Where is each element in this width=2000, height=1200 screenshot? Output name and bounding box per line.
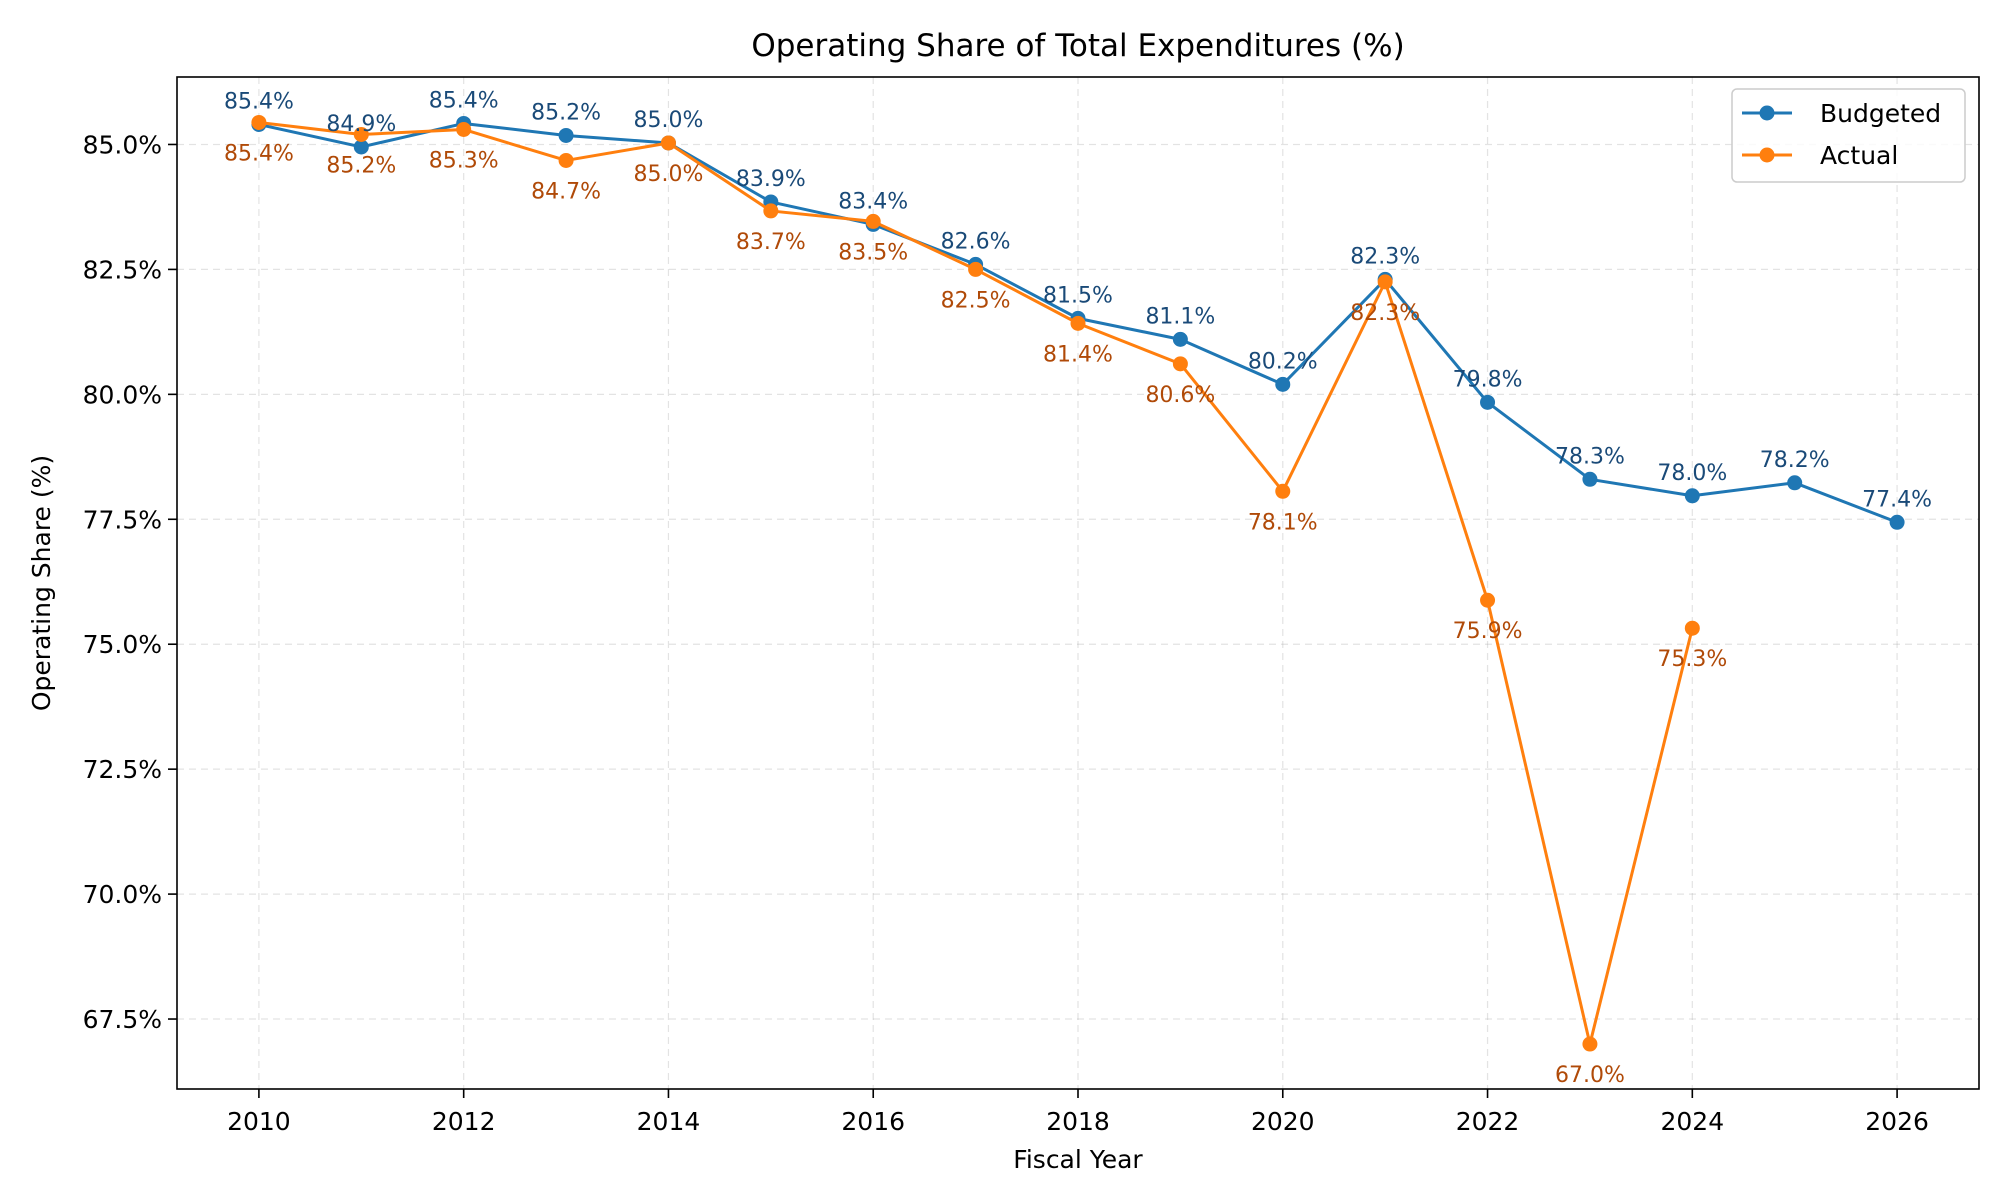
budgeted-data-label: 85.4% [224,89,294,114]
axis-ticks: 2010 2012 2014 2016 2018 2020 2022 2024 2026 67.5… [83,130,1929,1136]
actual-data-label: 83.5% [838,240,908,265]
actual-data-label: 82.5% [941,288,1011,313]
chart-title: Operating Share of Total Expenditures (%… [751,28,1404,64]
y-tick-label: 85.0% [83,130,162,159]
budgeted-data-label: 84.9% [326,112,396,137]
actual-point [558,152,574,168]
actual-point [456,121,472,137]
actual-point [968,261,984,277]
actual-data-label: 75.3% [1657,647,1727,672]
actual-point [865,213,881,229]
budgeted-data-label: 80.2% [1248,349,1318,374]
y-tick-label: 75.0% [83,630,162,659]
budgeted-point [558,127,574,143]
x-tick-label: 2012 [432,1107,496,1136]
y-tick-label: 80.0% [83,380,162,409]
y-tick-label: 77.5% [83,505,162,534]
budgeted-point [1582,471,1598,487]
budgeted-data-label: 78.2% [1760,448,1830,473]
actual-data-label: 80.6% [1145,383,1215,408]
actual-point [1275,483,1291,499]
budgeted-point [1787,475,1803,491]
actual-data-label: 81.4% [1043,342,1113,367]
actual-series [251,114,1700,1052]
y-tick-label: 72.5% [83,755,162,784]
legend-items: Budgeted Actual [1742,99,1941,170]
y-tick-label: 82.5% [83,255,162,284]
data-labels: 85.4% 84.9% 85.4% 85.2% 85.0% 83.9% 83.4% 82.6%… [224,88,1932,1088]
budgeted-data-label: 85.2% [531,100,601,125]
budgeted-data-label: 78.0% [1657,461,1727,486]
x-tick-label: 2014 [637,1107,701,1136]
budgeted-data-label: 83.4% [838,189,908,214]
x-tick-label: 2026 [1865,1107,1929,1136]
actual-data-label: 67.0% [1555,1063,1625,1088]
budgeted-data-label: 81.5% [1043,283,1113,308]
budgeted-data-label: 85.4% [429,88,499,113]
actual-data-label: 85.0% [634,162,704,187]
budgeted-data-label: 78.3% [1555,444,1625,469]
y-axis-label: Operating Share (%) [27,455,56,711]
actual-point [1172,356,1188,372]
budgeted-data-label: 79.8% [1453,367,1523,392]
actual-data-label: 85.3% [429,148,499,173]
budgeted-point [1172,331,1188,347]
budgeted-point [1684,488,1700,504]
x-tick-label: 2018 [1046,1107,1110,1136]
legend-actual-label: Actual [1820,141,1898,170]
actual-data-label: 83.7% [736,230,806,255]
actual-point [763,203,779,219]
actual-point [1480,592,1496,608]
actual-data-label: 84.7% [531,179,601,204]
budgeted-point [1275,376,1291,392]
actual-point [353,126,369,142]
actual-point [1377,274,1393,290]
x-tick-label: 2024 [1661,1107,1725,1136]
budgeted-data-label: 81.1% [1145,304,1215,329]
actual-data-label: 82.3% [1350,301,1420,326]
x-tick-label: 2022 [1456,1107,1520,1136]
grid-lines [177,77,1979,1089]
actual-data-label: 85.2% [326,153,396,178]
actual-data-label: 85.4% [224,141,294,166]
actual-point [660,135,676,151]
budgeted-point [353,139,369,155]
actual-point [1070,315,1086,331]
actual-point [1582,1036,1598,1052]
x-axis-label: Fiscal Year [1013,1145,1143,1174]
legend-actual-marker [1759,147,1775,163]
y-tick-label: 67.5% [83,1005,162,1034]
legend-budgeted-label: Budgeted [1820,99,1941,128]
actual-point [1684,620,1700,636]
legend: Budgeted Actual [1731,88,1966,183]
budgeted-point [1480,394,1496,410]
actual-data-label: 75.9% [1453,619,1523,644]
x-tick-label: 2016 [841,1107,905,1136]
actual-point [251,114,267,130]
budgeted-data-label: 82.3% [1350,244,1420,269]
budgeted-data-label: 77.4% [1862,487,1932,512]
budgeted-data-label: 85.0% [634,108,704,133]
legend-budgeted-marker [1759,105,1775,121]
y-tick-label: 70.0% [83,880,162,909]
series-lines [251,114,1905,1052]
actual-data-label: 78.1% [1248,510,1318,535]
budgeted-data-label: 82.6% [941,229,1011,254]
budgeted-point [1889,514,1905,530]
budgeted-data-label: 83.9% [736,167,806,192]
x-tick-label: 2010 [227,1107,291,1136]
x-tick-label: 2020 [1251,1107,1315,1136]
